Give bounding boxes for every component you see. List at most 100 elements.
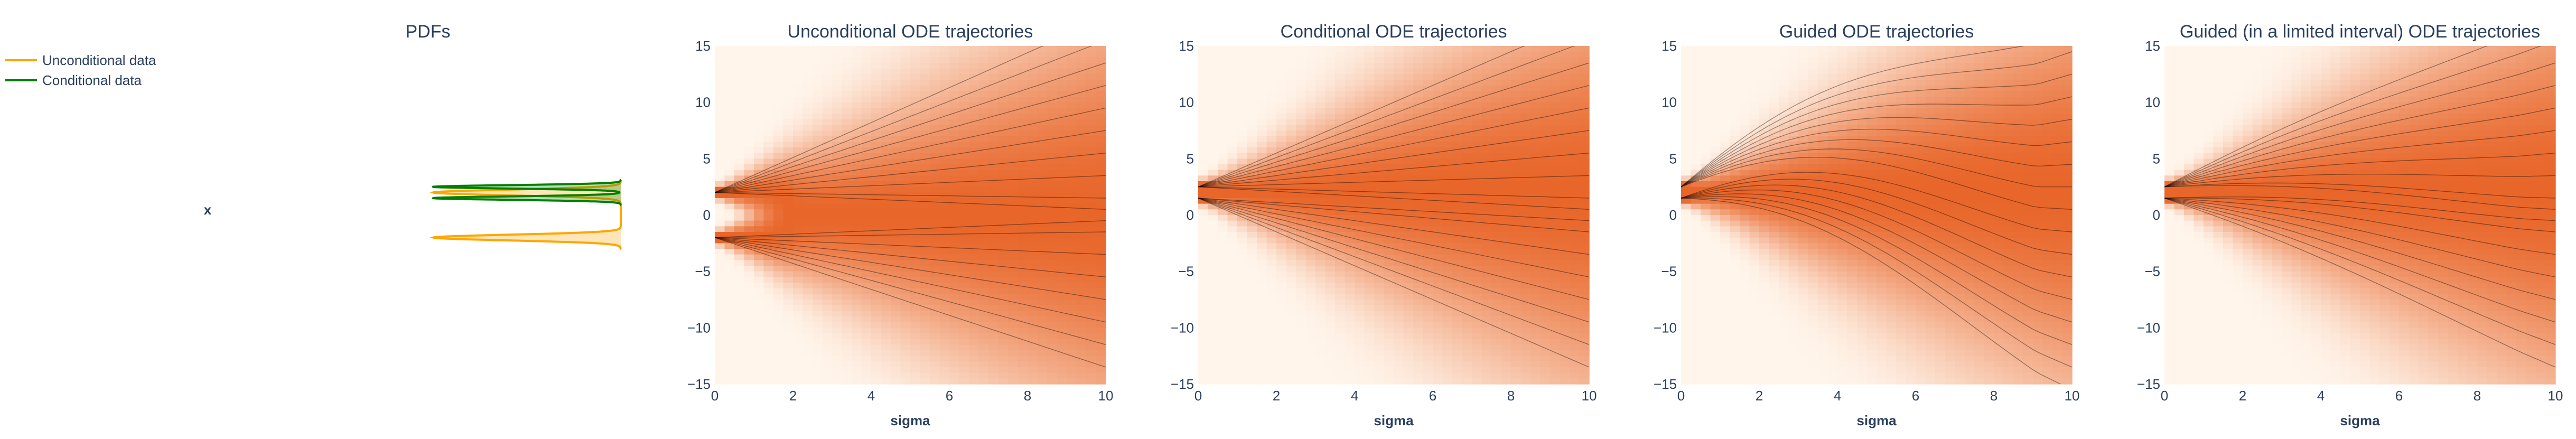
heatmap-cell xyxy=(1394,226,1404,232)
heatmap-cell xyxy=(715,378,725,385)
heatmap-cell xyxy=(1520,186,1531,193)
heatmap-cell xyxy=(1057,108,1067,114)
heatmap-cell xyxy=(1037,300,1048,306)
heatmap-cell xyxy=(1364,294,1375,300)
heatmap-cell xyxy=(1018,305,1028,312)
heatmap-cell xyxy=(939,215,950,221)
heatmap-cell xyxy=(1374,367,1385,373)
heatmap-cell xyxy=(1462,322,1472,329)
heatmap-cell xyxy=(832,328,843,334)
heatmap-cell xyxy=(1047,63,1058,69)
heatmap-cell xyxy=(813,266,823,272)
heatmap-cell xyxy=(1096,164,1106,171)
heatmap-cell xyxy=(959,305,969,312)
heatmap-cell xyxy=(1237,220,1248,227)
heatmap-cell xyxy=(1452,311,1463,317)
heatmap-cell xyxy=(1227,220,1238,227)
heatmap-cell xyxy=(1345,350,1355,357)
heatmap-cell xyxy=(1394,311,1404,317)
heatmap-cell xyxy=(1413,136,1424,143)
heatmap-cell xyxy=(832,97,843,103)
heatmap-cell xyxy=(802,181,813,188)
heatmap-cell xyxy=(1266,271,1277,278)
heatmap-cell xyxy=(1550,226,1561,232)
heatmap-cell xyxy=(1472,294,1482,300)
heatmap-cell xyxy=(1257,209,1267,216)
heatmap-cell xyxy=(715,305,725,312)
heatmap-cell xyxy=(1442,175,1453,182)
heatmap-cell xyxy=(1560,350,1570,357)
heatmap-cell xyxy=(900,266,911,272)
heatmap-cell xyxy=(1403,294,1414,300)
heatmap-cell xyxy=(773,119,784,126)
heatmap-cell xyxy=(793,51,804,58)
heatmap-cell xyxy=(871,91,882,97)
heatmap-cell xyxy=(1394,130,1404,137)
heatmap-cell xyxy=(715,277,725,283)
heatmap-cell xyxy=(1296,271,1306,278)
heatmap-cell xyxy=(871,322,882,329)
heatmap-cell xyxy=(881,254,891,261)
heatmap-cell xyxy=(793,80,804,86)
heatmap-cell xyxy=(1037,311,1048,317)
heatmap-cell xyxy=(1286,254,1296,261)
heatmap-cell xyxy=(1047,305,1058,312)
heatmap-cell xyxy=(1550,186,1561,193)
heatmap-cell xyxy=(1423,215,1433,221)
heatmap-cell xyxy=(1501,266,1511,272)
heatmap-cell xyxy=(988,220,999,227)
heatmap-cell xyxy=(744,322,754,329)
heatmap-cell xyxy=(1096,114,1106,120)
heatmap-cell xyxy=(998,254,1009,261)
heatmap-cell xyxy=(852,119,862,126)
heatmap-cell xyxy=(1018,311,1028,317)
heatmap-cell xyxy=(1394,175,1404,182)
heatmap-cell xyxy=(852,254,862,261)
heatmap-cell xyxy=(1096,68,1106,75)
heatmap-cell xyxy=(1008,170,1019,176)
heatmap-cell xyxy=(1423,46,1433,52)
heatmap-cell xyxy=(1423,85,1433,92)
heatmap-cell xyxy=(822,130,833,137)
heatmap-cell xyxy=(1384,339,1394,345)
heatmap-cell xyxy=(754,294,764,300)
heatmap-cell xyxy=(1530,249,1541,255)
heatmap-cell xyxy=(1403,311,1414,317)
heatmap-cell xyxy=(783,125,794,131)
heatmap-cell xyxy=(930,271,940,278)
heatmap-cell xyxy=(1057,164,1067,171)
heatmap-cell xyxy=(734,378,745,385)
heatmap-cell xyxy=(1198,254,1209,261)
heatmap-cell xyxy=(1096,254,1106,261)
heatmap-cell xyxy=(1520,344,1531,351)
heatmap-cell xyxy=(802,63,813,69)
heatmap-cell xyxy=(969,136,979,143)
heatmap-cell xyxy=(1462,350,1472,357)
heatmap-cell xyxy=(1364,181,1375,188)
heatmap-cell xyxy=(1423,300,1433,306)
heatmap-cell xyxy=(1266,192,1277,199)
heatmap-cell xyxy=(1018,46,1028,52)
heatmap-cell xyxy=(998,277,1009,283)
heatmap-cell xyxy=(871,74,882,80)
heatmap-cell xyxy=(949,164,960,171)
heatmap-cell xyxy=(1462,294,1472,300)
heatmap-cell xyxy=(842,226,852,232)
heatmap-cell xyxy=(842,209,852,216)
heatmap-cell xyxy=(1560,147,1570,154)
heatmap-cell xyxy=(1384,266,1394,272)
heatmap-cell xyxy=(861,108,872,114)
heatmap-cell xyxy=(715,300,725,306)
heatmap-cell xyxy=(1028,186,1038,193)
heatmap-cell xyxy=(1433,226,1443,232)
heatmap-cell xyxy=(1501,192,1511,199)
heatmap-cell xyxy=(802,288,813,295)
heatmap-cell xyxy=(1540,170,1551,176)
heatmap-cell xyxy=(1008,181,1019,188)
heatmap-cell xyxy=(1286,220,1296,227)
heatmap-cell xyxy=(988,260,999,266)
heatmap-cell xyxy=(1208,339,1218,345)
heatmap-cell xyxy=(1472,249,1482,255)
heatmap-cell xyxy=(1335,328,1346,334)
heatmap-cell xyxy=(754,288,764,295)
